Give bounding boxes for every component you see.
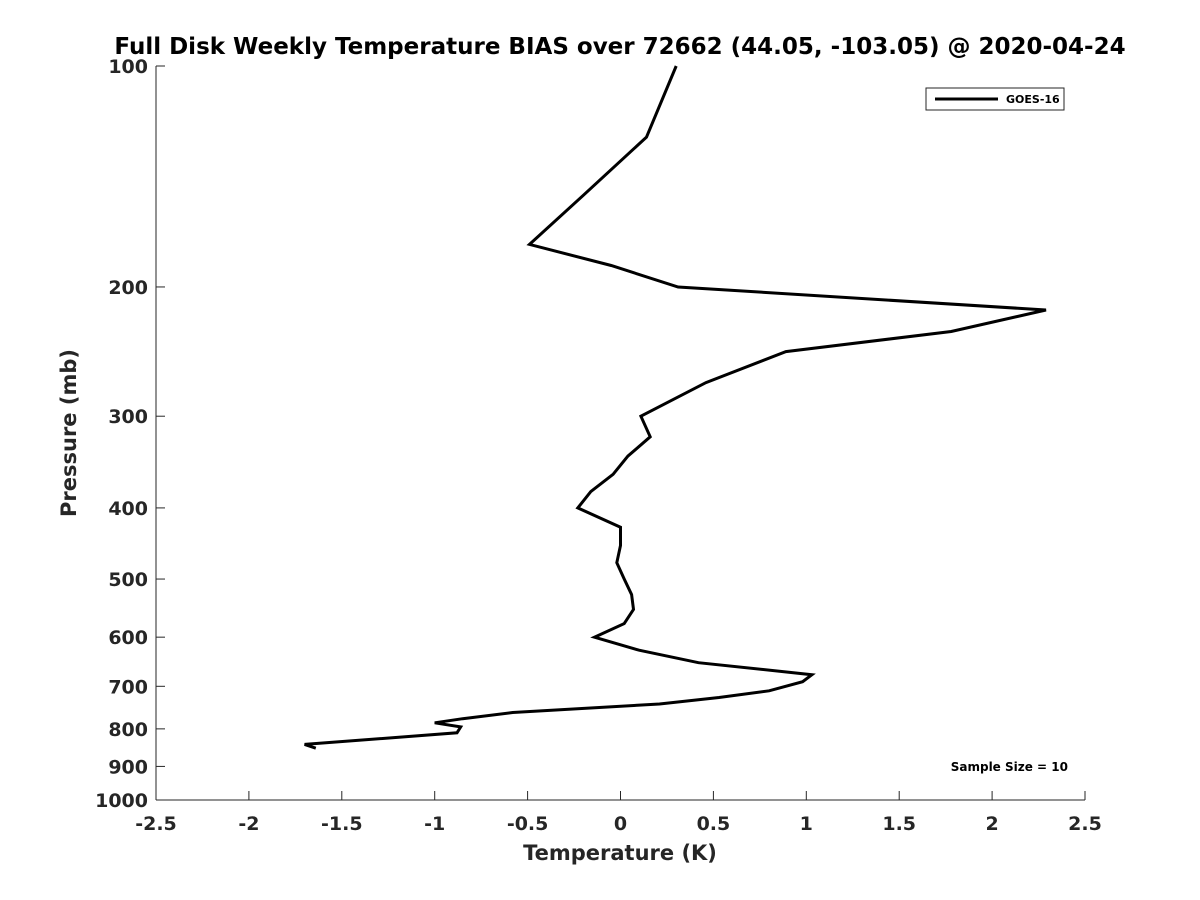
x-ticks: -2.5 -2 -1.5 -1 -0.5 0 0.5 1 1.5 2 2.5 [135, 791, 1102, 835]
y-tick-label-2: 300 [108, 406, 148, 428]
chart-title: Full Disk Weekly Temperature BIAS over 7… [114, 34, 1125, 60]
y-tick-label-9: 1000 [95, 790, 148, 812]
x-tick-label-5: 0 [614, 813, 627, 835]
sample-size-annotation: Sample Size = 10 [951, 760, 1068, 774]
series-layer [304, 65, 1047, 750]
y-tick-label-3: 400 [108, 498, 148, 520]
y-tick-label-4: 500 [108, 569, 148, 591]
y-tick-label-8: 900 [108, 756, 148, 778]
legend: GOES-16 [925, 87, 1065, 111]
x-tick-label-9: 2 [985, 813, 998, 835]
y-ticks: 100 200 300 400 500 600 700 800 900 1000 [95, 56, 165, 812]
x-tick-label-6: 0.5 [697, 813, 731, 835]
y-tick-label-7: 800 [108, 719, 148, 741]
y-tick-label-0: 100 [108, 56, 148, 78]
legend-label-goes-16: GOES-16 [1006, 93, 1060, 106]
x-tick-label-0: -2.5 [135, 813, 177, 835]
x-tick-label-2: -1.5 [321, 813, 363, 835]
x-axis-label: Temperature (K) [523, 841, 717, 865]
x-tick-label-7: 1 [800, 813, 813, 835]
x-tick-label-10: 2.5 [1068, 813, 1102, 835]
x-tick-label-4: -0.5 [507, 813, 549, 835]
y-tick-label-1: 200 [108, 277, 148, 299]
y-tick-label-6: 700 [108, 676, 148, 698]
x-tick-label-3: -1 [424, 813, 445, 835]
x-tick-label-1: -2 [238, 813, 259, 835]
y-tick-label-5: 600 [108, 627, 148, 649]
y-axis-label: Pressure (mb) [57, 349, 81, 517]
x-tick-label-8: 1.5 [882, 813, 916, 835]
series-line-0 [304, 65, 1047, 750]
